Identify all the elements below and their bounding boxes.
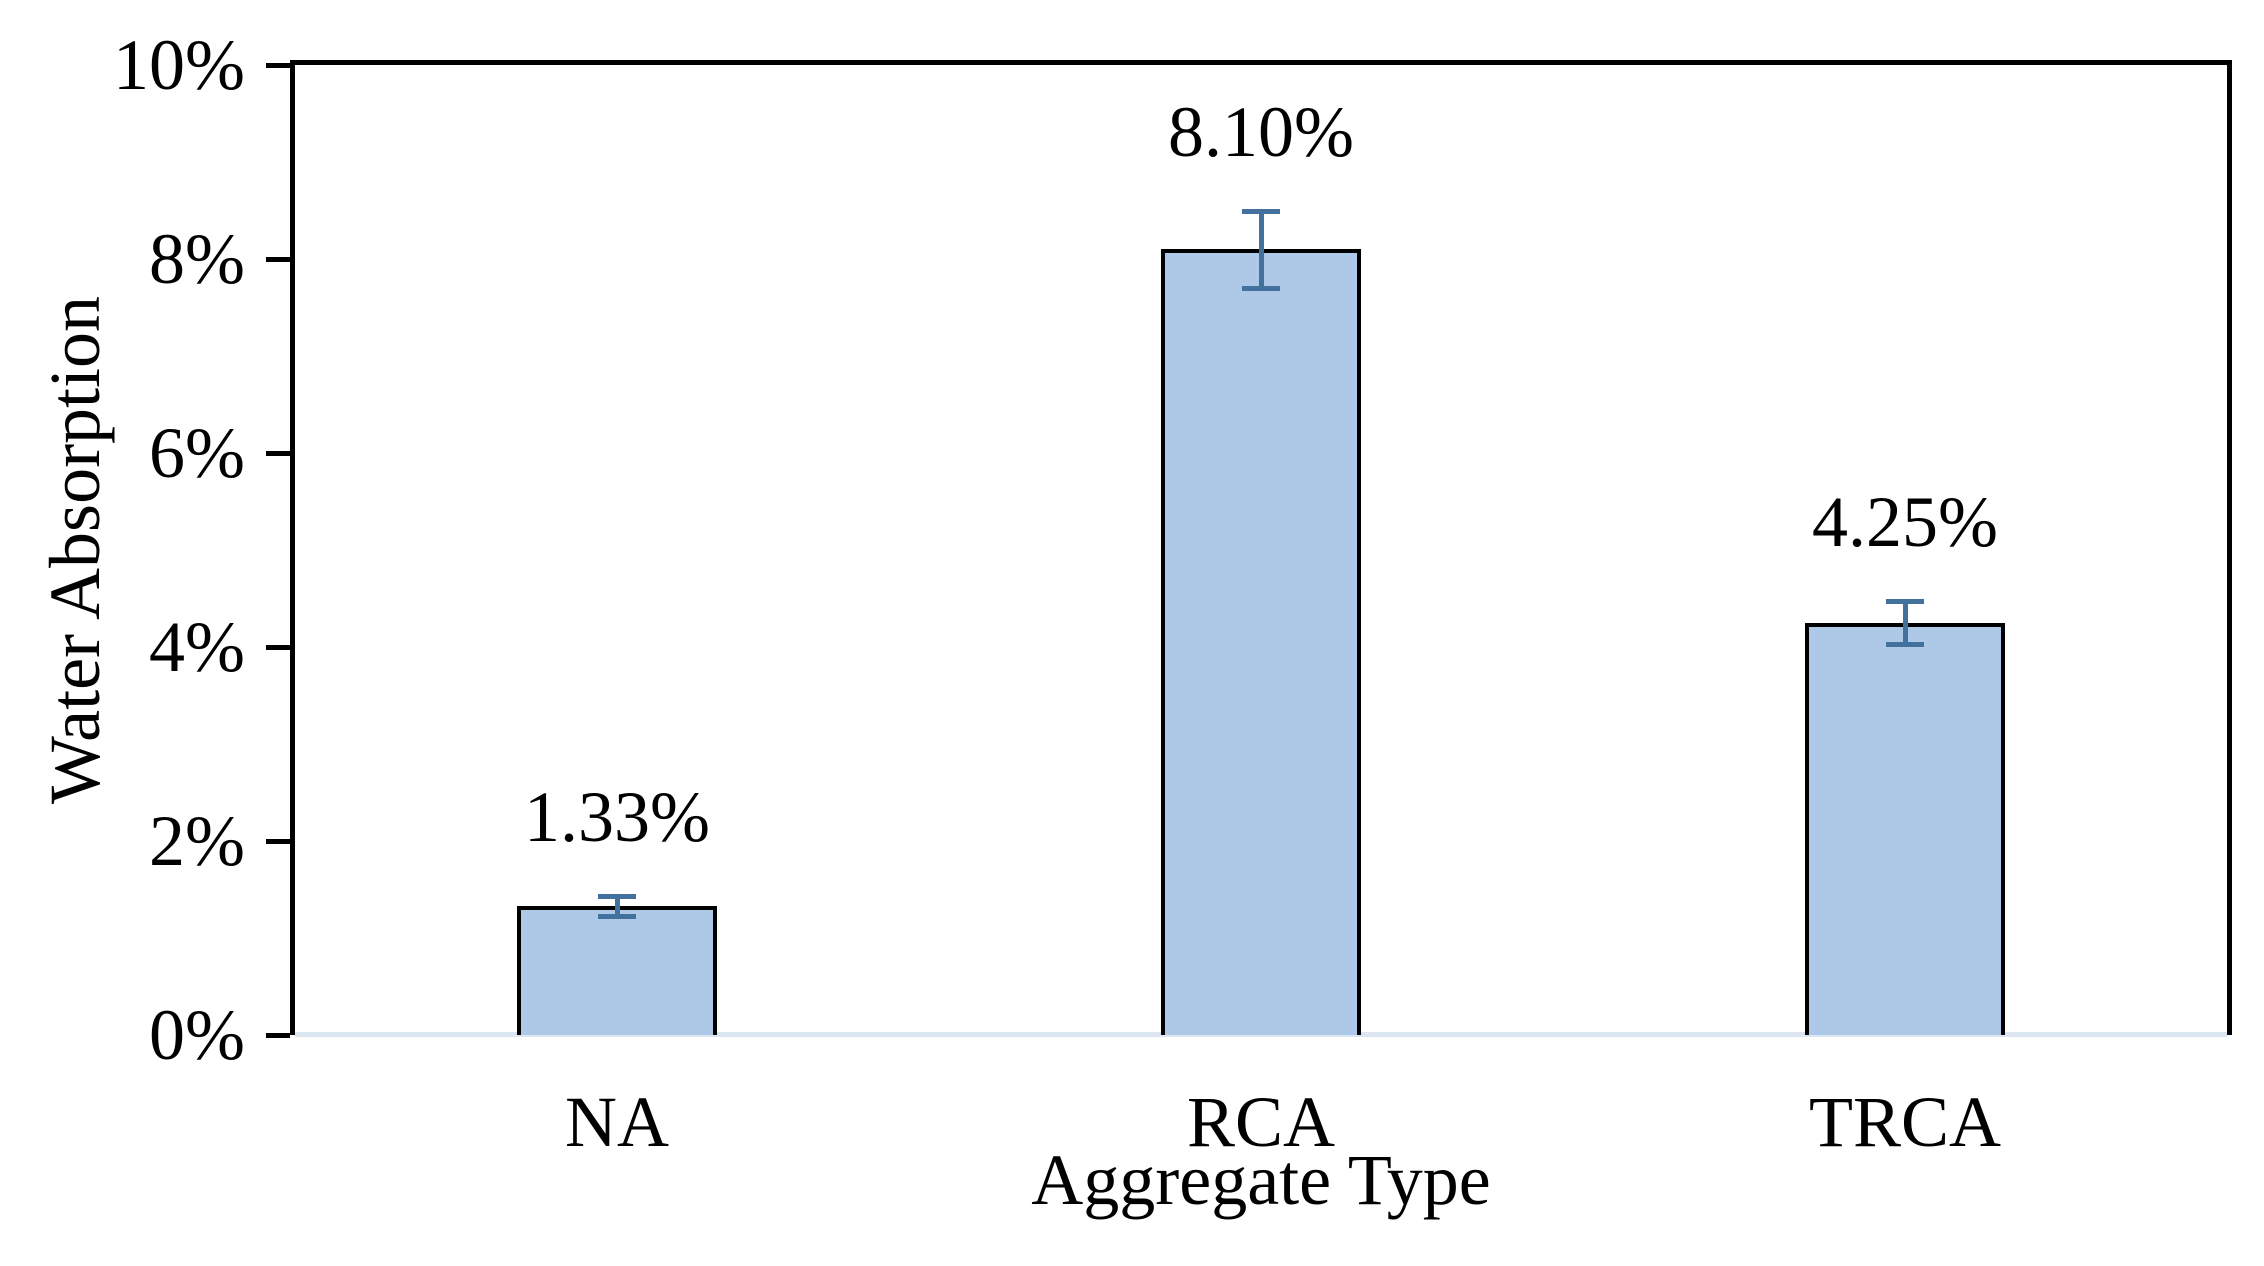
data-label-na: 1.33% [524, 777, 710, 858]
bar-rca [1161, 249, 1361, 1035]
error-bar-cap-bottom-na [598, 913, 636, 919]
x-category-label-na: NA [565, 1082, 669, 1162]
y-tick-label: 6% [149, 413, 245, 493]
error-bar-stem-rca [1258, 210, 1264, 289]
x-category-label-rca: RCA [1186, 1082, 1336, 1162]
error-bar-cap-bottom-rca [1242, 286, 1280, 292]
y-tick-mark [266, 63, 290, 68]
data-label-rca: 8.10% [1168, 91, 1354, 172]
error-bar-cap-top-na [598, 894, 636, 900]
y-tick-mark [266, 1033, 290, 1038]
y-tick-label: 0% [149, 995, 245, 1075]
y-tick-label: 2% [149, 801, 245, 881]
bar-trca [1805, 622, 2005, 1035]
y-tick-label: 4% [149, 607, 245, 687]
error-bar-cap-top-trca [1886, 599, 1924, 605]
y-tick-mark [266, 839, 290, 844]
x-category-label-trca: TRCA [1808, 1082, 2002, 1162]
x-axis-title: Aggregate Type [1031, 1140, 1491, 1220]
y-axis-title: Water Absorption [35, 295, 115, 805]
data-label-trca: 4.25% [1812, 482, 1998, 563]
bar-na [517, 905, 717, 1035]
y-tick-mark [266, 645, 290, 650]
error-bar-stem-trca [1902, 601, 1908, 645]
y-tick-mark [266, 451, 290, 456]
error-bar-cap-top-rca [1242, 208, 1280, 214]
error-bar-cap-bottom-trca [1886, 642, 1924, 648]
y-tick-label: 8% [149, 219, 245, 299]
plot-area: 1.33% 8.10% 4.25% [290, 60, 2232, 1037]
error-bar-stem-na [614, 896, 620, 916]
y-tick-label: 10% [113, 25, 245, 105]
y-tick-mark [266, 257, 290, 262]
